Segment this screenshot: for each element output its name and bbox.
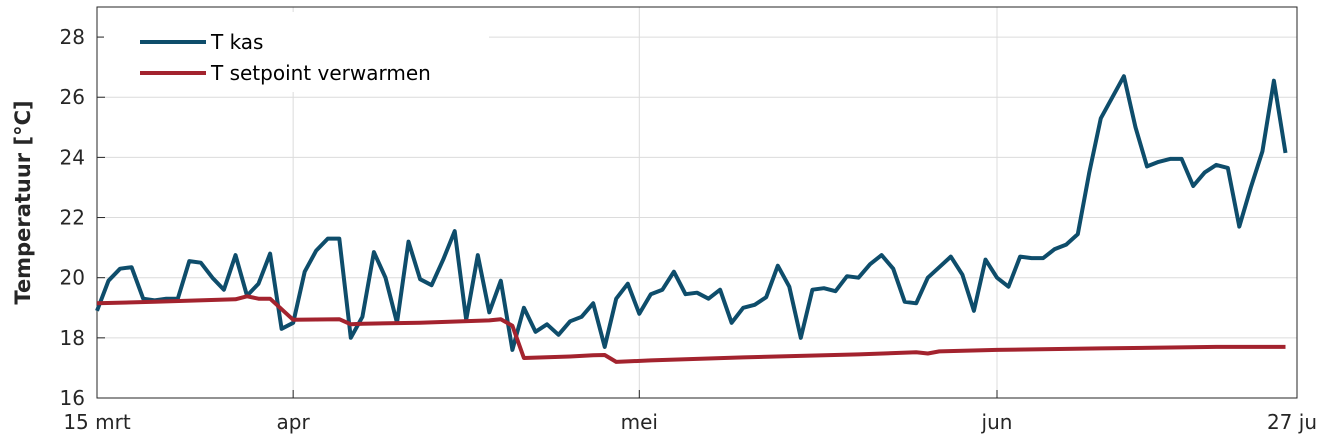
x-tick-label: 27 ju (1267, 410, 1317, 434)
x-tick-label: jun (981, 410, 1013, 434)
series-line-t-kas (95, 74, 1288, 352)
x-tick-label: mei (621, 410, 658, 434)
y-tick-label: 26 (60, 85, 85, 109)
legend-background (104, 12, 489, 92)
ticks: 16 18 20 22 24 26 28 15 mrt apr mei jun 27 ju (60, 25, 1317, 434)
series-lines (95, 74, 1288, 364)
y-tick-label: 20 (60, 266, 85, 290)
series-line-t-setpoint-verwarmen (96, 294, 1286, 364)
x-tick-label: 15 mrt (63, 410, 131, 434)
axes-box (96, 6, 1298, 399)
y-tick-label: 16 (60, 386, 85, 410)
legend: T kas T setpoint verwarmen (104, 12, 489, 92)
y-tick-label: 22 (60, 206, 85, 230)
y-tick-label: 28 (60, 25, 85, 49)
y-tick-label: 18 (60, 326, 85, 350)
legend-label-t-kas: T kas (210, 30, 263, 54)
legend-label-t-setpoint: T setpoint verwarmen (210, 61, 431, 85)
y-tick-label: 24 (60, 145, 85, 169)
y-axis-label: Temperatuur [°C] (11, 100, 35, 304)
x-tick-label: apr (277, 410, 311, 434)
